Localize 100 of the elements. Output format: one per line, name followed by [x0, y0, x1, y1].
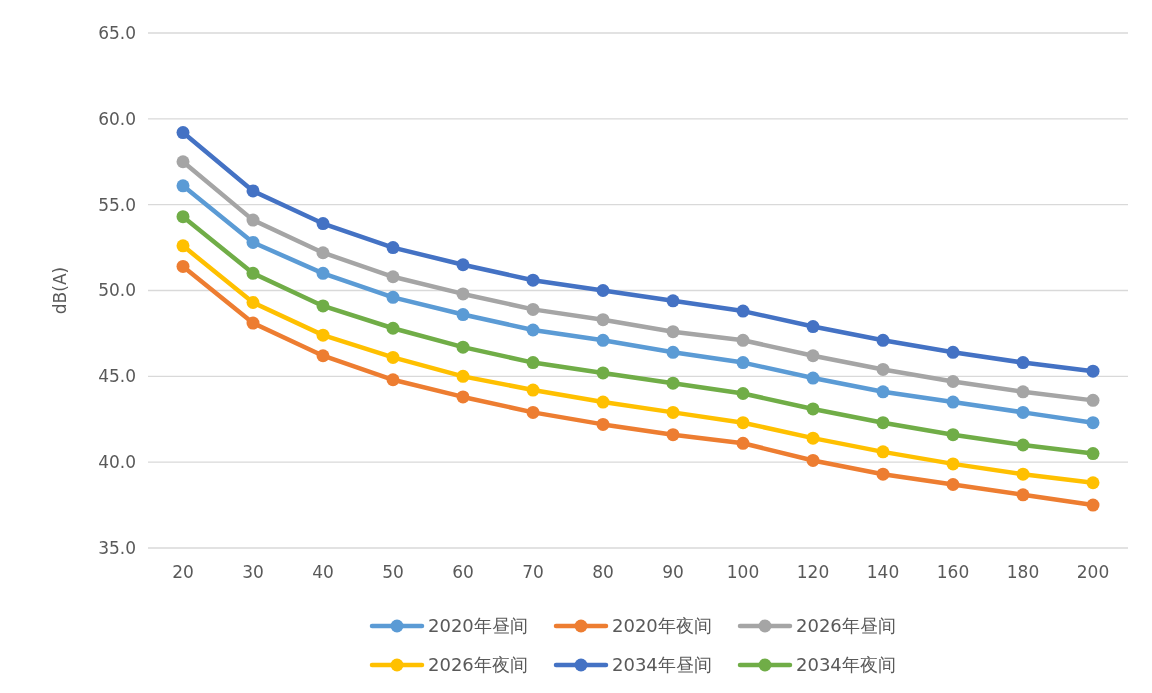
- x-tick-label: 200: [1076, 562, 1110, 582]
- x-tick-label: 50: [382, 562, 404, 582]
- point: [456, 390, 470, 404]
- point: [176, 179, 190, 193]
- point: [526, 273, 540, 287]
- point: [456, 340, 470, 354]
- point: [1016, 438, 1030, 452]
- point: [876, 385, 890, 399]
- point: [876, 467, 890, 481]
- point: [176, 239, 190, 253]
- point: [1086, 416, 1100, 430]
- point: [876, 362, 890, 376]
- point: [946, 345, 960, 359]
- point: [1086, 476, 1100, 490]
- point: [876, 416, 890, 430]
- point: [526, 405, 540, 419]
- y-axis-title: dB(A): [50, 266, 70, 315]
- point: [806, 371, 820, 385]
- legend-label: 2020年昼间: [428, 615, 528, 637]
- point: [526, 383, 540, 397]
- point: [666, 376, 680, 390]
- point: [246, 316, 260, 330]
- x-tick-label: 180: [1006, 562, 1040, 582]
- point: [946, 457, 960, 471]
- point: [316, 266, 330, 280]
- x-tick-label: 140: [866, 562, 900, 582]
- point: [526, 323, 540, 337]
- point: [666, 325, 680, 339]
- y-tick-label: 40.0: [98, 452, 136, 473]
- point: [736, 387, 750, 400]
- x-tick-label: 90: [662, 562, 684, 582]
- point: [946, 395, 960, 409]
- point: [736, 416, 750, 430]
- point: [1016, 385, 1030, 399]
- point: [526, 356, 540, 370]
- legend-label: 2034年夜间: [796, 654, 896, 676]
- point: [806, 431, 820, 445]
- y-tick-label: 50.0: [98, 280, 136, 301]
- point: [596, 395, 610, 409]
- point: [386, 373, 400, 387]
- legend-label: 2034年昼间: [612, 654, 712, 676]
- point: [1086, 498, 1100, 512]
- point: [246, 213, 260, 227]
- point: [386, 270, 400, 284]
- x-tick-label: 30: [242, 562, 264, 582]
- legend-label: 2020年夜间: [612, 615, 712, 637]
- point: [456, 369, 470, 383]
- point: [596, 366, 610, 380]
- x-tick-label: 100: [726, 562, 760, 582]
- x-tick-label: 40: [312, 562, 334, 582]
- point: [246, 266, 260, 280]
- point: [1016, 356, 1030, 370]
- point: [526, 302, 540, 316]
- x-tick-label: 20: [172, 562, 194, 582]
- point: [946, 477, 960, 491]
- point: [316, 299, 330, 313]
- point: [736, 333, 750, 347]
- point: [596, 417, 610, 431]
- point: [876, 333, 890, 347]
- y-tick-label: 35.0: [98, 537, 136, 558]
- y-tick-label: 65.0: [98, 22, 136, 43]
- y-tick-label: 45.0: [98, 366, 136, 387]
- point: [246, 184, 260, 198]
- point: [1086, 364, 1100, 378]
- x-tick-label: 120: [796, 562, 830, 582]
- point: [316, 246, 330, 260]
- legend-label: 2026年夜间: [428, 654, 528, 676]
- point: [386, 350, 400, 364]
- y-tick-label: 60.0: [98, 108, 136, 129]
- point: [806, 320, 820, 334]
- x-tick-label: 70: [522, 562, 544, 582]
- x-tick-label: 160: [936, 562, 970, 582]
- point: [666, 428, 680, 442]
- point: [596, 284, 610, 297]
- point: [736, 436, 750, 450]
- point: [316, 349, 330, 363]
- point: [316, 328, 330, 342]
- point: [1016, 405, 1030, 419]
- point: [176, 126, 190, 140]
- point: [946, 374, 960, 388]
- point: [736, 356, 750, 370]
- point: [666, 345, 680, 359]
- point: [386, 241, 400, 255]
- legend-label: 2026年昼间: [796, 615, 896, 637]
- point: [176, 210, 190, 224]
- point: [806, 349, 820, 363]
- x-tick-label: 60: [452, 562, 474, 582]
- point: [456, 308, 470, 322]
- point: [316, 217, 330, 231]
- point: [246, 235, 260, 249]
- point: [1016, 467, 1030, 481]
- point: [386, 321, 400, 335]
- point: [736, 304, 750, 318]
- point: [666, 294, 680, 308]
- point: [806, 402, 820, 416]
- point: [596, 313, 610, 327]
- point: [876, 445, 890, 459]
- point: [456, 258, 470, 272]
- point: [176, 259, 190, 273]
- point: [946, 428, 960, 442]
